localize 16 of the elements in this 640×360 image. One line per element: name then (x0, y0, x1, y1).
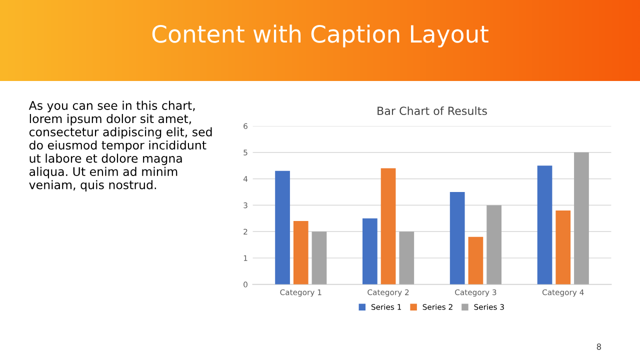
text: As you can see in this chart, lorem ipsum dolor sit amet, consectetur adipiscing elit, sed do eiusmod tempor incididunt ut labore et dolore magna aliqua. Ut enim ad minim veniam, quis nostrud. (28, 100, 212, 192)
bar (275, 170, 290, 284)
bar (486, 205, 502, 284)
text: 8 (596, 344, 602, 350)
bar (293, 221, 308, 284)
chart-title: Bar Chart of Results (378, 106, 487, 116)
bar (312, 232, 327, 284)
bar (380, 168, 396, 284)
bar (574, 152, 589, 284)
text: Content with Caption Layout (152, 24, 488, 48)
bar (450, 192, 465, 284)
bar (537, 166, 552, 284)
bar (399, 232, 414, 284)
bar (362, 218, 378, 284)
bar (468, 236, 484, 284)
bar (556, 210, 571, 284)
